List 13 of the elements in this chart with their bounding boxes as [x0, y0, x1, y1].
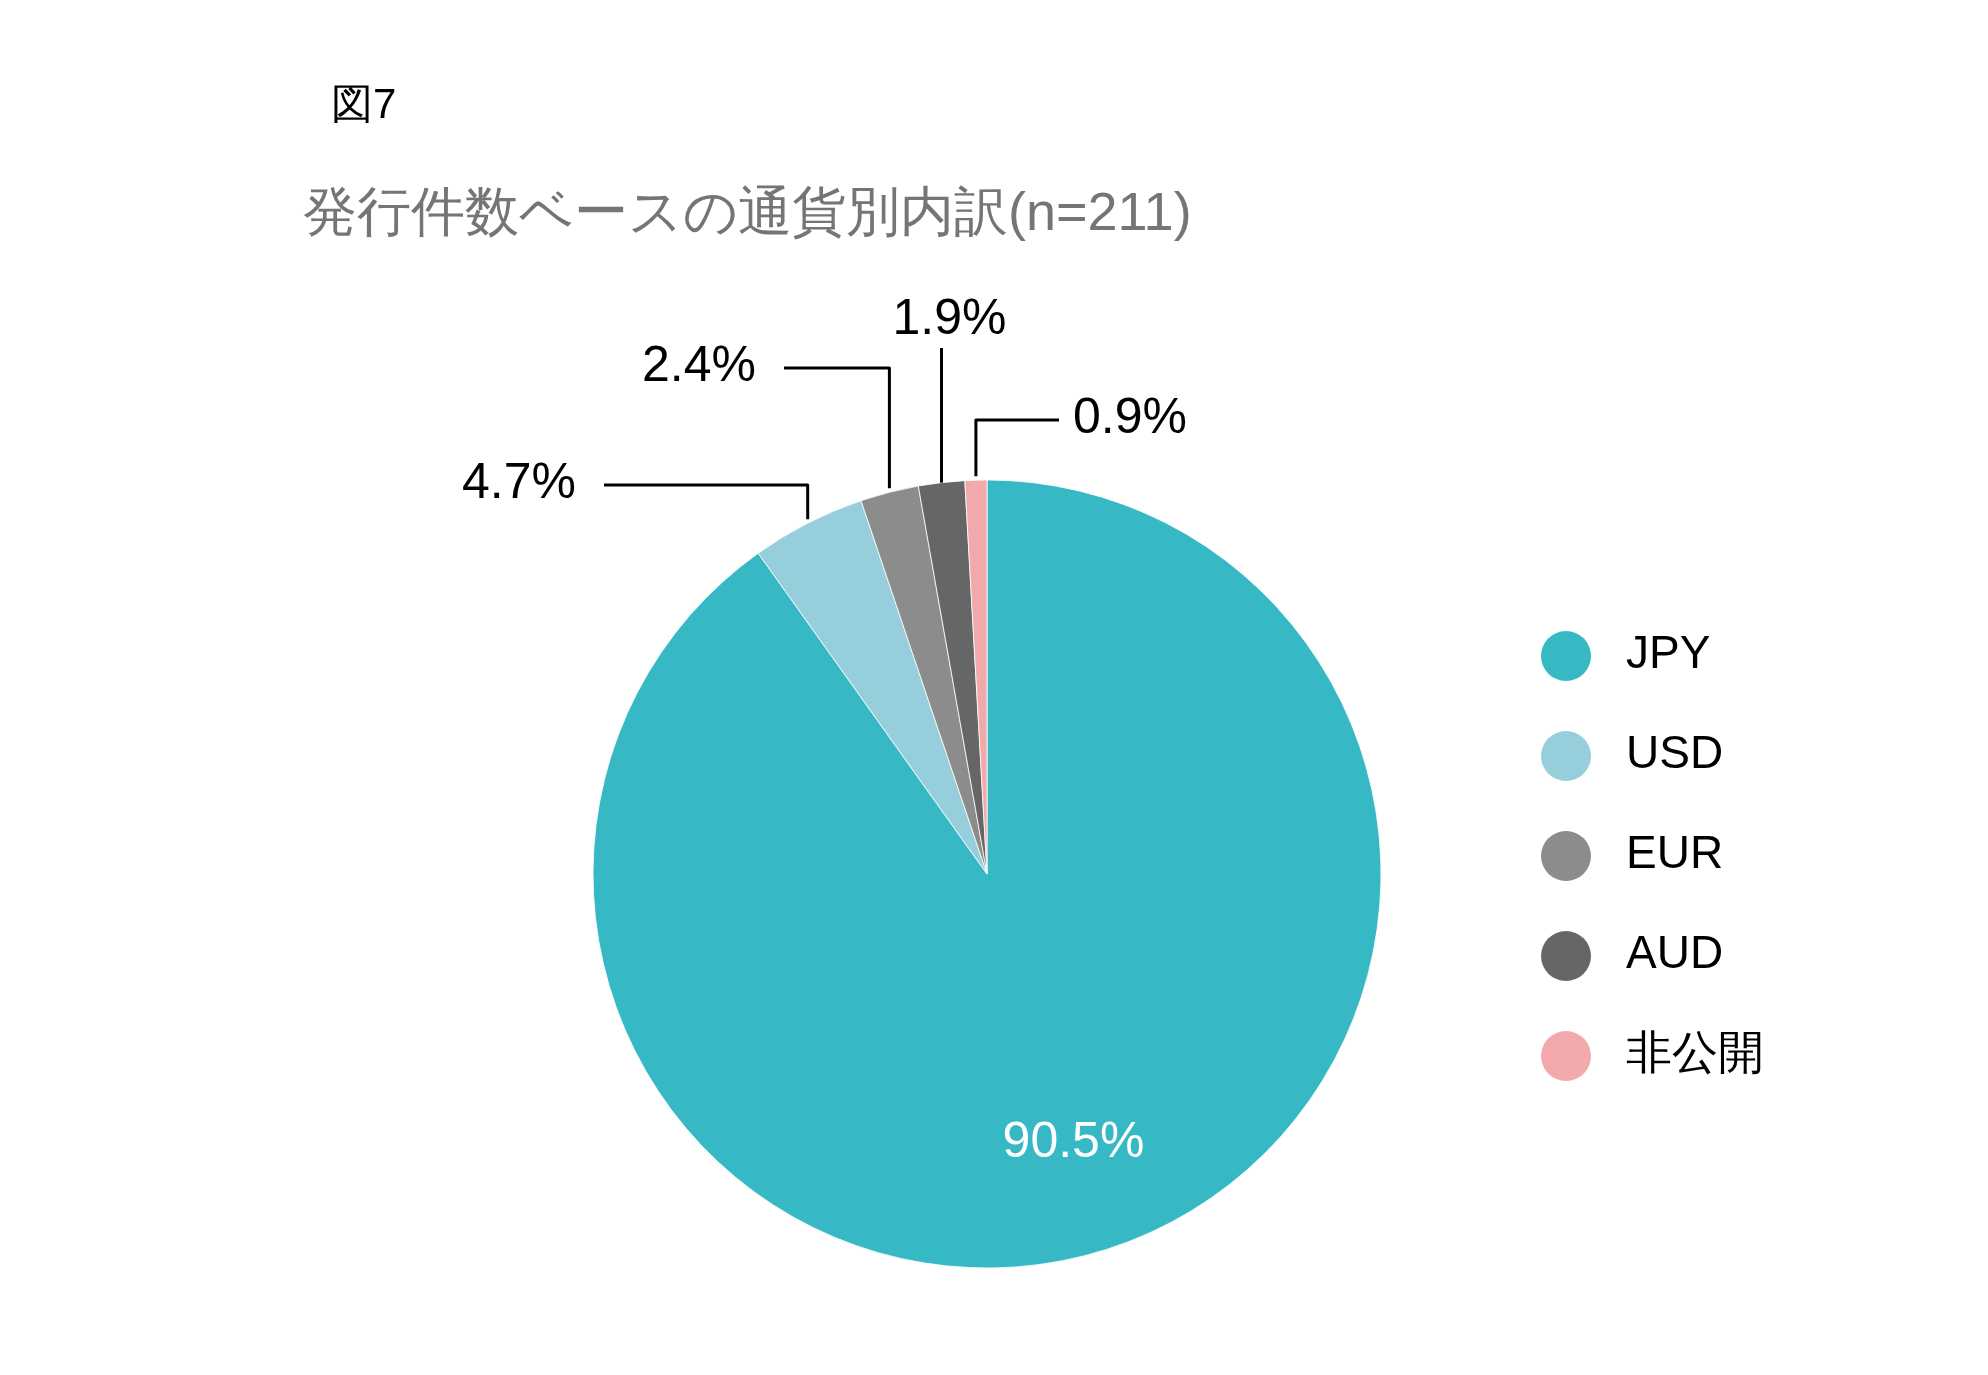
- data-label: 0.9%: [1073, 388, 1187, 445]
- caption: 図7: [331, 80, 397, 127]
- data-label: 90.5%: [1002, 1112, 1145, 1169]
- legend-label: 非公開: [1626, 1026, 1764, 1079]
- pie-slice: [593, 479, 1382, 1268]
- data-label: 1.9%: [892, 289, 1007, 345]
- legend-label: EUR: [1626, 826, 1724, 879]
- legend-label: JPY: [1626, 626, 1711, 679]
- data-label: 4.7%: [462, 453, 576, 510]
- legend-label: AUD: [1626, 926, 1724, 979]
- chart-title: 発行件数ベースの通貨別内訳(n=211): [303, 181, 1192, 241]
- legend-label: USD: [1626, 726, 1724, 779]
- data-label: 2.4%: [642, 336, 756, 393]
